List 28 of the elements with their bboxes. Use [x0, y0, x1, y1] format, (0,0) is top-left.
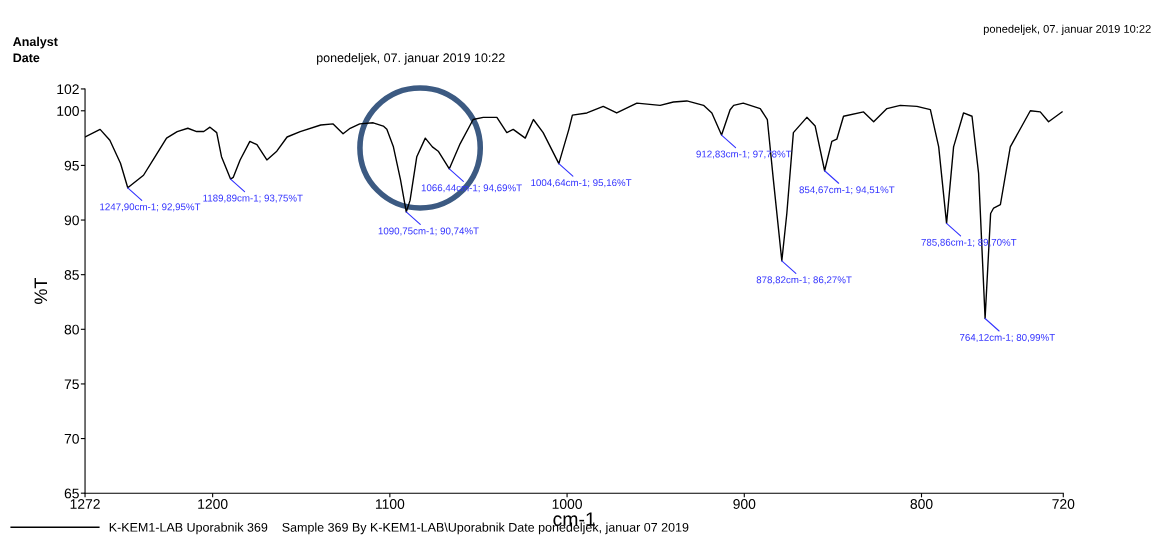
annotation: 764,12cm-1; 80,99%T: [959, 334, 1055, 343]
annotation: 1004,64cm-1; 95,16%T: [531, 179, 632, 188]
x-tick-label: 720: [1052, 499, 1075, 509]
y-axis-title: %T: [34, 277, 48, 304]
y-tick-label: 100: [57, 106, 79, 116]
y-tick-label: 70: [64, 433, 79, 444]
y-tick-label: 80: [64, 324, 79, 335]
x-tick-label: 1000: [552, 499, 582, 509]
y-tick-label: 95: [64, 160, 79, 171]
annotation: 854,67cm-1; 94,51%T: [799, 186, 895, 195]
annotation: 1189,89cm-1; 93,75%T: [203, 194, 303, 203]
y-tick-label: 75: [64, 379, 79, 390]
annotation: 1247,90cm-1; 92,95%T: [100, 203, 201, 212]
x-tick-label: 900: [733, 499, 756, 509]
x-tick-label: 800: [910, 499, 933, 509]
x-tick-label: 1200: [198, 499, 228, 509]
x-tick-label: 1272: [70, 499, 100, 509]
y-tick-label: 65: [64, 488, 79, 499]
annotation: 878,82cm-1; 86,27%T: [756, 276, 852, 285]
text: ponedeljek, 07. januar 2019 10:22: [317, 53, 505, 65]
text: Date: [13, 53, 40, 63]
y-tick-label: 85: [64, 270, 79, 280]
text: ponedeljek, 07. januar 2019 10:22: [983, 24, 1151, 36]
annotation: 1090,75cm-1; 90,74%T: [378, 227, 479, 236]
y-tick-label: 90: [64, 215, 79, 226]
text: Analyst: [13, 36, 58, 49]
x-tick-label: 1100: [375, 499, 405, 509]
y-tick-label: 102: [57, 84, 79, 95]
